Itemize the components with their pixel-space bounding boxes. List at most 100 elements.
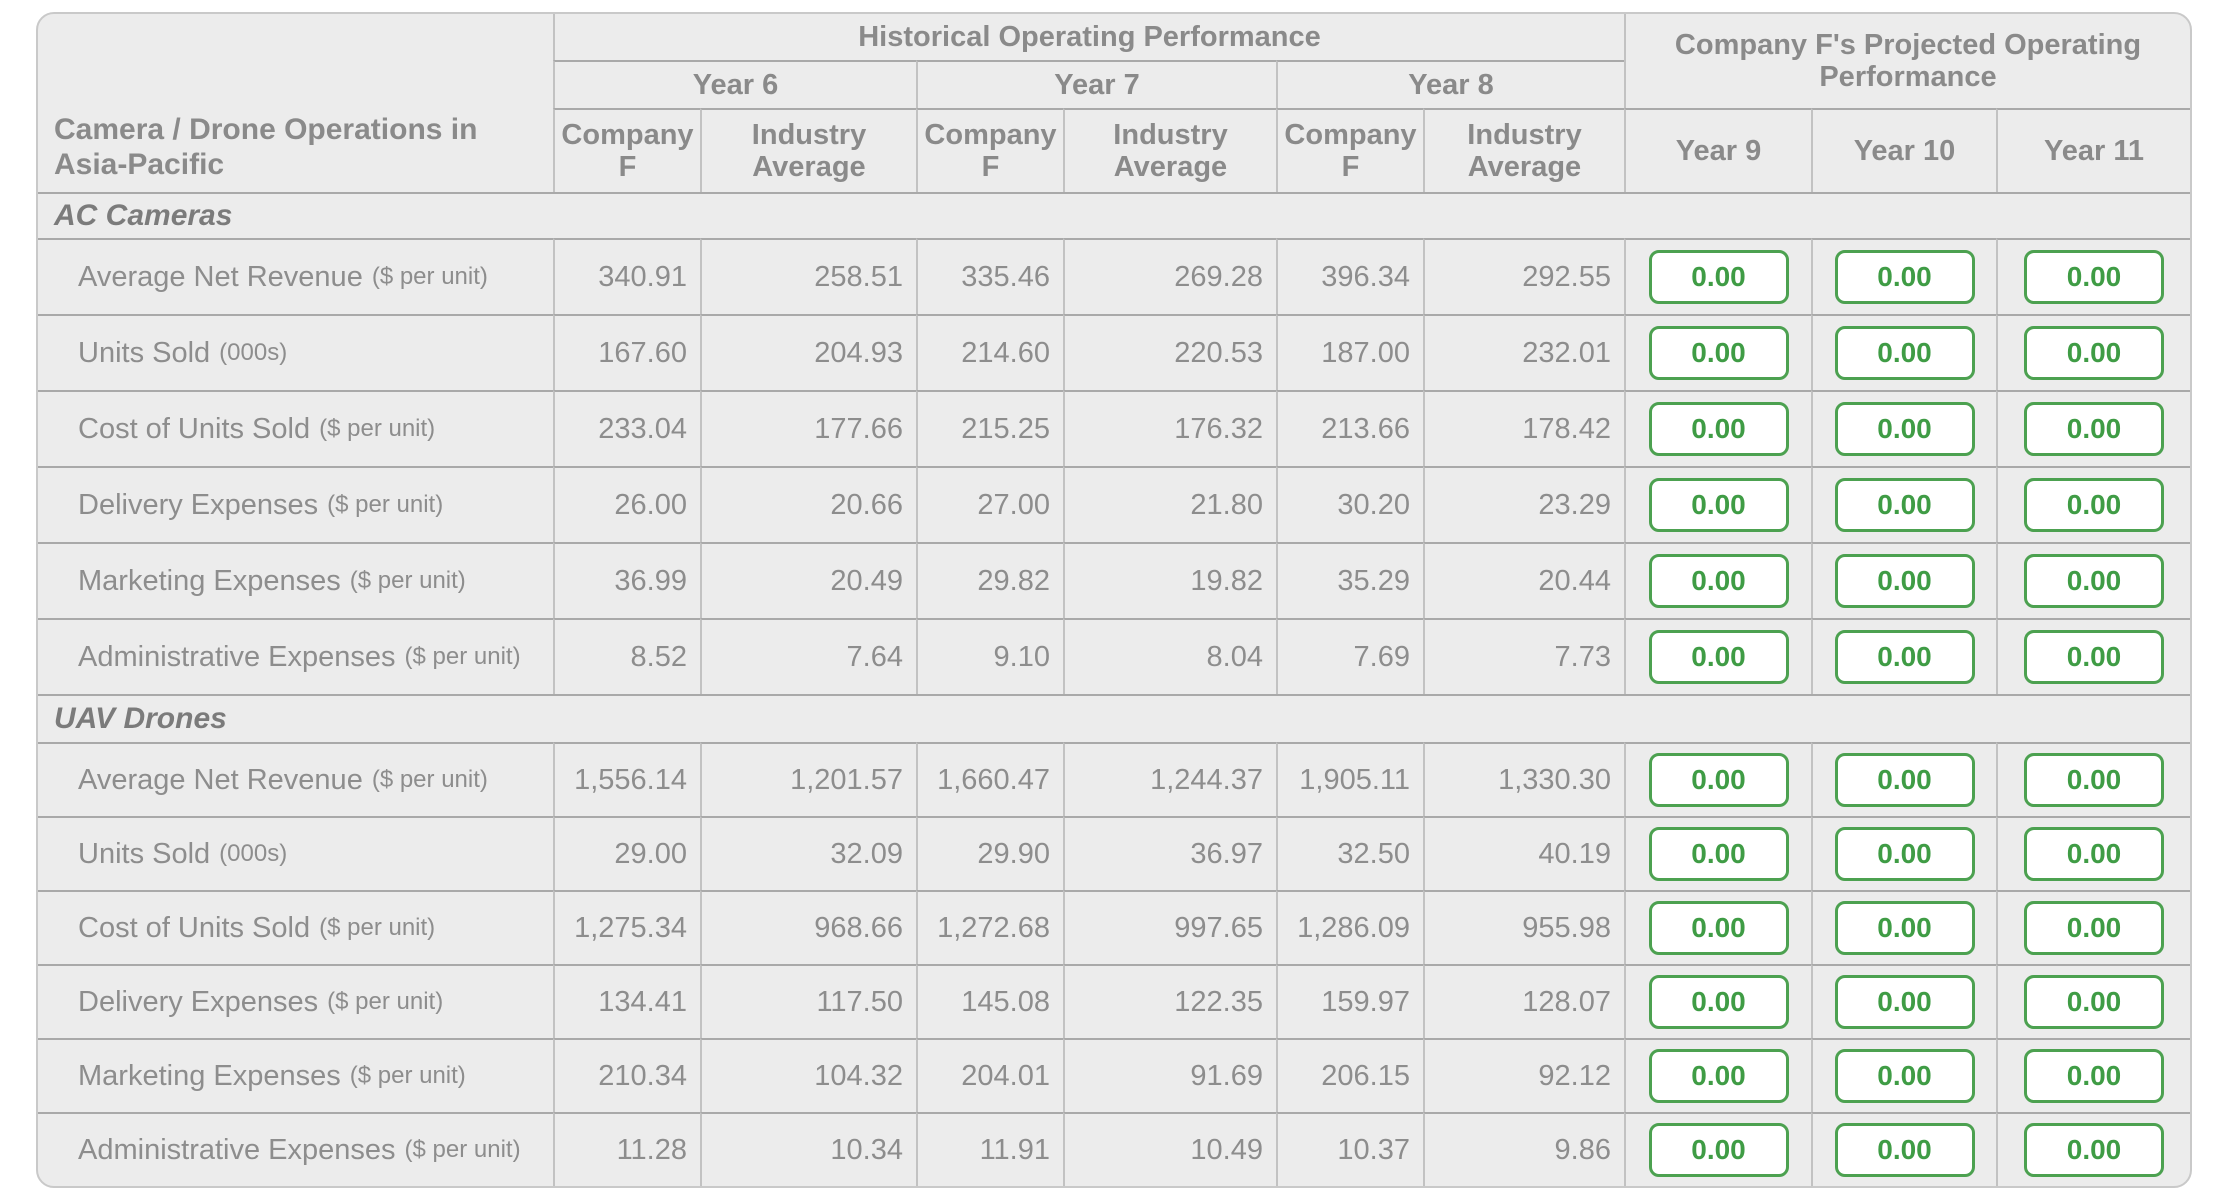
value-cell: 29.82: [916, 542, 1063, 618]
projected-value-input[interactable]: [1648, 901, 1789, 955]
value-cell: 204.01: [916, 1038, 1063, 1112]
row-label-text: Delivery Expenses: [78, 985, 319, 1018]
projected-input-cell: [1811, 314, 1996, 390]
projected-value-input[interactable]: [2024, 630, 2164, 684]
row-unit-text: ($ per unit): [327, 491, 444, 518]
projected-value-input[interactable]: [1834, 901, 1975, 955]
row-unit-text: ($ per unit): [371, 766, 488, 793]
year11-header: Year 11: [1996, 108, 2190, 192]
projected-value-input[interactable]: [2024, 1049, 2164, 1103]
projected-value-input[interactable]: [2024, 975, 2164, 1029]
section-header: UAV Drones: [38, 694, 2190, 742]
projected-value-input[interactable]: [1834, 975, 1975, 1029]
projected-input-cell: [1996, 314, 2190, 390]
projected-input-cell: [1811, 390, 1996, 466]
row-label: Units Sold (000s): [38, 816, 553, 890]
row-unit-text: ($ per unit): [319, 415, 436, 442]
projected-value-input[interactable]: [1648, 402, 1789, 456]
projected-value-input[interactable]: [1834, 554, 1975, 608]
value-cell: 1,286.09: [1276, 890, 1423, 964]
row-label: Marketing Expenses ($ per unit): [38, 1038, 553, 1112]
projected-value-input[interactable]: [2024, 326, 2164, 380]
projected-value-input[interactable]: [1834, 753, 1975, 807]
value-cell: 997.65: [1063, 890, 1276, 964]
projected-value-input[interactable]: [2024, 901, 2164, 955]
row-label: Delivery Expenses ($ per unit): [38, 466, 553, 542]
value-cell: 117.50: [700, 964, 916, 1038]
projected-value-input[interactable]: [2024, 554, 2164, 608]
value-cell: 11.91: [916, 1112, 1063, 1186]
value-cell: 29.90: [916, 816, 1063, 890]
year6-industry-header: Industry Average: [700, 108, 916, 192]
row-unit-text: ($ per unit): [404, 1136, 521, 1163]
projected-value-input[interactable]: [2024, 402, 2164, 456]
value-cell: 340.91: [553, 238, 700, 314]
row-unit-text: ($ per unit): [349, 567, 466, 594]
value-cell: 91.69: [1063, 1038, 1276, 1112]
projected-input-cell: [1811, 618, 1996, 694]
projected-input-cell: [1996, 742, 2190, 816]
row-label-text: Average Net Revenue: [78, 763, 363, 796]
value-cell: 178.42: [1423, 390, 1624, 466]
year9-header: Year 9: [1624, 108, 1811, 192]
projected-value-input[interactable]: [1648, 250, 1789, 304]
projected-value-input[interactable]: [1834, 402, 1975, 456]
projected-value-input[interactable]: [2024, 250, 2164, 304]
row-label-text: Units Sold: [78, 336, 211, 369]
projected-value-input[interactable]: [1834, 1049, 1975, 1103]
projected-value-input[interactable]: [1648, 478, 1789, 532]
value-cell: 40.19: [1423, 816, 1624, 890]
row-unit-text: ($ per unit): [371, 263, 488, 290]
projected-input-cell: [1996, 1112, 2190, 1186]
projected-input-cell: [1624, 314, 1811, 390]
projected-value-input[interactable]: [2024, 753, 2164, 807]
projected-value-input[interactable]: [1648, 630, 1789, 684]
row-unit-text: ($ per unit): [319, 914, 436, 941]
projected-input-cell: [1996, 816, 2190, 890]
row-label-text: Marketing Expenses: [78, 1059, 341, 1092]
value-cell: 292.55: [1423, 238, 1624, 314]
projected-input-cell: [1624, 1038, 1811, 1112]
value-cell: 9.86: [1423, 1112, 1624, 1186]
value-cell: 20.44: [1423, 542, 1624, 618]
projected-value-input[interactable]: [1834, 1123, 1975, 1177]
projected-value-input[interactable]: [1648, 827, 1789, 881]
value-cell: 10.49: [1063, 1112, 1276, 1186]
value-cell: 1,272.68: [916, 890, 1063, 964]
row-label-text: Marketing Expenses: [78, 564, 341, 597]
row-label-text: Cost of Units Sold: [78, 911, 311, 944]
projected-value-input[interactable]: [1834, 630, 1975, 684]
row-label: Administrative Expenses ($ per unit): [38, 618, 553, 694]
projected-value-input[interactable]: [1648, 975, 1789, 1029]
value-cell: 269.28: [1063, 238, 1276, 314]
value-cell: 8.52: [553, 618, 700, 694]
projected-value-input[interactable]: [1648, 753, 1789, 807]
value-cell: 1,905.11: [1276, 742, 1423, 816]
projected-value-input[interactable]: [1834, 326, 1975, 380]
projected-performance-header: Company F's Projected Operating Performa…: [1624, 14, 2190, 108]
value-cell: 30.20: [1276, 466, 1423, 542]
projected-value-input[interactable]: [1648, 1049, 1789, 1103]
corner-header: Camera / Drone Operations in Asia-Pacifi…: [54, 113, 478, 181]
value-cell: 1,330.30: [1423, 742, 1624, 816]
projected-value-input[interactable]: [1648, 554, 1789, 608]
value-cell: 7.73: [1423, 618, 1624, 694]
value-cell: 220.53: [1063, 314, 1276, 390]
value-cell: 210.34: [553, 1038, 700, 1112]
projected-value-input[interactable]: [1648, 1123, 1789, 1177]
projected-input-cell: [1996, 1038, 2190, 1112]
projected-value-input[interactable]: [1834, 827, 1975, 881]
projected-input-cell: [1624, 1112, 1811, 1186]
projected-value-input[interactable]: [2024, 478, 2164, 532]
value-cell: 204.93: [700, 314, 916, 390]
projected-value-input[interactable]: [2024, 1123, 2164, 1177]
value-cell: 215.25: [916, 390, 1063, 466]
projected-value-input[interactable]: [1834, 250, 1975, 304]
projected-value-input[interactable]: [2024, 827, 2164, 881]
projected-value-input[interactable]: [1834, 478, 1975, 532]
value-cell: 122.35: [1063, 964, 1276, 1038]
projected-input-cell: [1996, 542, 2190, 618]
projected-value-input[interactable]: [1648, 326, 1789, 380]
value-cell: 36.99: [553, 542, 700, 618]
value-cell: 968.66: [700, 890, 916, 964]
